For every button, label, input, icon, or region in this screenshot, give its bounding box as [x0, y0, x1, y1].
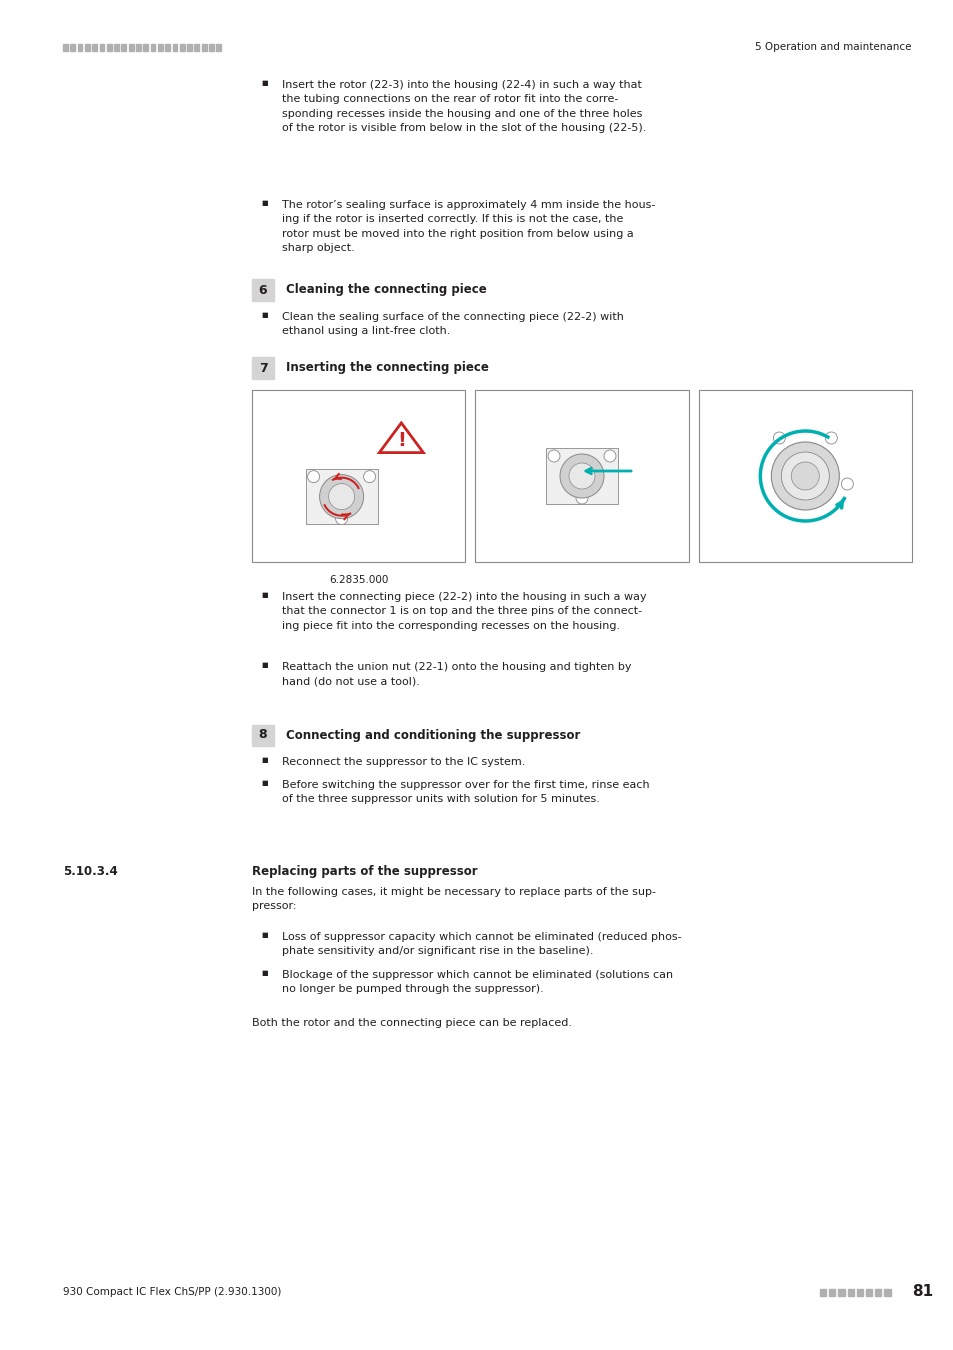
- Bar: [179, 45, 185, 50]
- Text: 5 Operation and maintenance: 5 Operation and maintenance: [755, 42, 911, 53]
- Bar: [820, 1289, 825, 1296]
- Bar: [828, 1289, 835, 1296]
- Bar: [838, 1289, 843, 1296]
- Bar: [121, 45, 126, 50]
- Bar: [252, 725, 274, 745]
- Text: Reattach the union nut (22-1) onto the housing and tighten by
hand (do not use a: Reattach the union nut (22-1) onto the h…: [282, 662, 631, 686]
- Bar: [194, 45, 199, 50]
- Bar: [71, 45, 75, 50]
- Bar: [165, 45, 170, 50]
- Bar: [216, 45, 221, 50]
- Text: 8: 8: [258, 729, 267, 741]
- Circle shape: [319, 475, 363, 518]
- Bar: [698, 390, 911, 562]
- Text: ■: ■: [261, 662, 268, 668]
- Text: ■: ■: [261, 931, 268, 938]
- Circle shape: [568, 463, 595, 489]
- Bar: [129, 45, 133, 50]
- Text: Loss of suppressor capacity which cannot be eliminated (reduced phos-
phate sens: Loss of suppressor capacity which cannot…: [282, 931, 680, 956]
- Bar: [865, 1289, 871, 1296]
- Text: Both the rotor and the connecting piece can be replaced.: Both the rotor and the connecting piece …: [252, 1018, 572, 1027]
- Bar: [92, 45, 97, 50]
- Text: Connecting and conditioning the suppressor: Connecting and conditioning the suppress…: [286, 729, 579, 741]
- Bar: [252, 279, 274, 301]
- Text: The rotor’s sealing surface is approximately 4 mm inside the hous-
ing if the ro: The rotor’s sealing surface is approxima…: [282, 200, 655, 254]
- Circle shape: [559, 454, 603, 498]
- Text: Reconnect the suppressor to the IC system.: Reconnect the suppressor to the IC syste…: [282, 757, 525, 767]
- Circle shape: [547, 450, 559, 462]
- Circle shape: [781, 452, 828, 499]
- Text: In the following cases, it might be necessary to replace parts of the sup-
press: In the following cases, it might be nece…: [252, 887, 656, 911]
- Text: ■: ■: [261, 312, 268, 319]
- Bar: [63, 45, 68, 50]
- Text: Clean the sealing surface of the connecting piece (22-2) with
ethanol using a li: Clean the sealing surface of the connect…: [282, 312, 623, 336]
- Bar: [545, 448, 618, 504]
- Bar: [136, 45, 141, 50]
- Circle shape: [335, 513, 347, 525]
- Text: ■: ■: [261, 593, 268, 598]
- Bar: [846, 1289, 853, 1296]
- Circle shape: [603, 450, 616, 462]
- Bar: [252, 358, 274, 378]
- Bar: [187, 45, 192, 50]
- Circle shape: [773, 432, 784, 444]
- Bar: [856, 1289, 862, 1296]
- Bar: [143, 45, 148, 50]
- Bar: [114, 45, 119, 50]
- Bar: [201, 45, 206, 50]
- Circle shape: [363, 471, 375, 483]
- Text: ■: ■: [261, 757, 268, 763]
- Circle shape: [576, 491, 587, 504]
- Bar: [475, 390, 688, 562]
- Text: Insert the connecting piece (22-2) into the housing in such a way
that the conne: Insert the connecting piece (22-2) into …: [282, 593, 646, 630]
- Text: Replacing parts of the suppressor: Replacing parts of the suppressor: [252, 865, 477, 878]
- Text: 6: 6: [258, 284, 267, 297]
- Text: Before switching the suppressor over for the first time, rinse each
of the three: Before switching the suppressor over for…: [282, 780, 649, 805]
- Text: Cleaning the connecting piece: Cleaning the connecting piece: [286, 284, 486, 297]
- Bar: [252, 390, 465, 562]
- Bar: [883, 1289, 890, 1296]
- Circle shape: [307, 471, 319, 483]
- Text: 6.2835.000: 6.2835.000: [329, 575, 388, 585]
- Text: Blockage of the suppressor which cannot be eliminated (solutions can
no longer b: Blockage of the suppressor which cannot …: [282, 971, 673, 995]
- Text: 5.10.3.4: 5.10.3.4: [63, 865, 117, 878]
- Bar: [172, 45, 177, 50]
- Text: ■: ■: [261, 200, 268, 207]
- Polygon shape: [379, 423, 423, 452]
- Circle shape: [790, 462, 819, 490]
- Bar: [151, 45, 155, 50]
- Bar: [99, 45, 104, 50]
- Bar: [107, 45, 112, 50]
- Text: ■: ■: [261, 971, 268, 976]
- Circle shape: [841, 478, 852, 490]
- Text: ■: ■: [261, 80, 268, 86]
- Text: 81: 81: [911, 1284, 932, 1300]
- Circle shape: [771, 441, 839, 510]
- Text: ■: ■: [261, 780, 268, 786]
- Bar: [874, 1289, 881, 1296]
- Bar: [305, 470, 377, 524]
- Text: Inserting the connecting piece: Inserting the connecting piece: [286, 362, 488, 374]
- Bar: [85, 45, 90, 50]
- Text: Insert the rotor (22-3) into the housing (22-4) in such a way that
the tubing co: Insert the rotor (22-3) into the housing…: [282, 80, 646, 134]
- Bar: [77, 45, 82, 50]
- Text: !: !: [396, 431, 405, 450]
- Text: 7: 7: [258, 362, 267, 374]
- Circle shape: [328, 483, 355, 510]
- Text: 930 Compact IC Flex ChS/PP (2.930.1300): 930 Compact IC Flex ChS/PP (2.930.1300): [63, 1287, 281, 1297]
- Bar: [158, 45, 163, 50]
- Circle shape: [824, 432, 837, 444]
- Bar: [209, 45, 213, 50]
